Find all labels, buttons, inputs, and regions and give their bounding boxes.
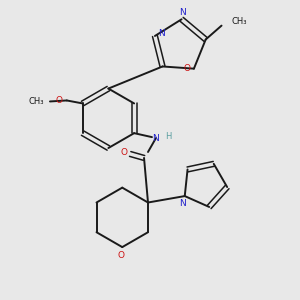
Text: N: N (179, 200, 186, 208)
Text: O: O (121, 148, 128, 158)
Text: N: N (158, 29, 165, 38)
Text: N: N (153, 134, 159, 142)
Text: CH₃: CH₃ (231, 17, 247, 26)
Text: O: O (184, 64, 190, 73)
Text: N: N (179, 8, 186, 17)
Text: CH₃: CH₃ (28, 97, 44, 106)
Text: O: O (118, 250, 125, 260)
Text: O: O (56, 96, 63, 105)
Text: H: H (165, 132, 171, 141)
